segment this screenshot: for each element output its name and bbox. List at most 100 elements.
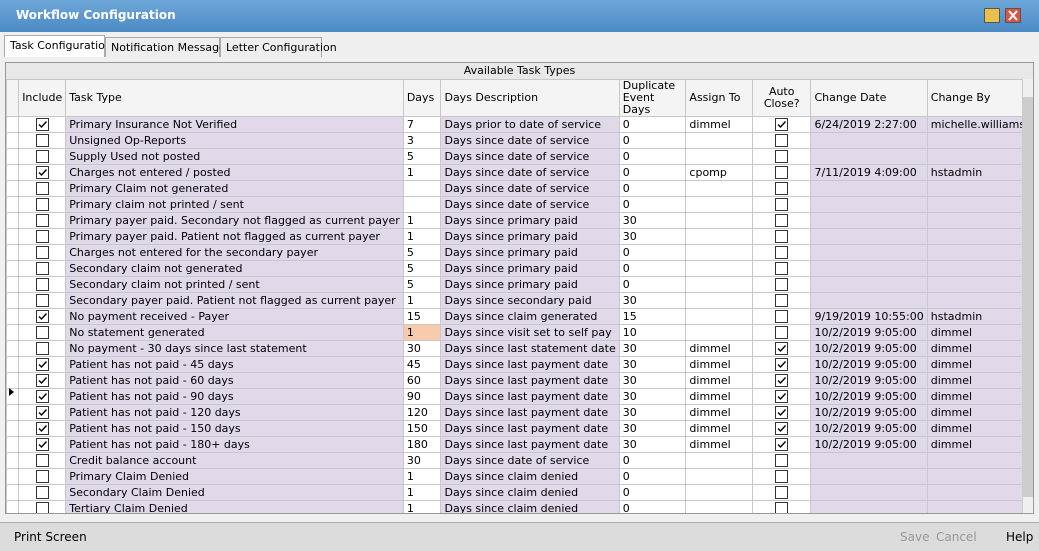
cell[interactable] [18, 420, 67, 437]
cell[interactable] [685, 308, 753, 325]
cell[interactable] [926, 212, 1033, 229]
checkbox[interactable] [775, 486, 789, 499]
cell[interactable] [685, 244, 753, 261]
print-button[interactable]: Print Screen [14, 530, 87, 544]
cell[interactable] [751, 260, 812, 277]
checkbox[interactable] [35, 374, 49, 387]
checkbox[interactable] [775, 278, 789, 291]
cell[interactable]: dimmel [926, 404, 1033, 421]
cell[interactable]: dimmel [926, 340, 1033, 357]
cell[interactable]: Days since date of service [440, 132, 620, 149]
cell[interactable]: 30 [618, 228, 687, 245]
cell[interactable] [751, 132, 812, 149]
cell[interactable] [751, 340, 812, 357]
cell[interactable] [751, 468, 812, 485]
cell[interactable]: 9/19/2019 10:55:00 [810, 308, 928, 325]
cell[interactable]: Charges not entered / posted [65, 164, 404, 181]
checkbox[interactable] [775, 246, 789, 259]
cell[interactable] [926, 132, 1033, 149]
cell[interactable]: 10/2/2019 9:05:00 [810, 340, 928, 357]
row-header[interactable] [6, 132, 20, 149]
cell[interactable] [751, 356, 812, 373]
cell[interactable]: 1 [402, 324, 442, 341]
cell[interactable] [18, 196, 67, 213]
cell[interactable]: 5 [402, 276, 442, 293]
save-button[interactable]: Save [900, 530, 930, 544]
cell[interactable]: Days since claim generated [440, 308, 620, 325]
cell[interactable]: 10/2/2019 9:05:00 [810, 436, 928, 453]
cell[interactable]: Days since primary paid [440, 244, 620, 261]
cell[interactable] [810, 260, 928, 277]
cell[interactable] [18, 164, 67, 181]
cell[interactable]: 1 [402, 500, 442, 513]
cell[interactable]: 10 [618, 324, 687, 341]
checkbox[interactable] [775, 198, 789, 211]
cell[interactable] [685, 292, 753, 309]
checkbox[interactable] [35, 438, 49, 451]
cell[interactable] [751, 420, 812, 437]
task-row[interactable]: Primary Claim Denied 1 Days since claim de… [6, 468, 1033, 485]
row-header[interactable] [6, 244, 20, 261]
checkbox[interactable] [35, 278, 49, 291]
checkbox[interactable] [775, 214, 789, 227]
task-row[interactable]: Charges not entered / posted 1 Days since … [6, 164, 1033, 181]
cell[interactable]: Days since secondary paid [440, 292, 620, 309]
cell[interactable] [18, 132, 67, 149]
cell[interactable]: Primary payer paid. Patient not flagged … [65, 228, 404, 245]
checkbox[interactable] [775, 422, 789, 435]
checkbox[interactable] [775, 134, 789, 147]
cell[interactable] [751, 436, 812, 453]
row-header[interactable] [6, 164, 20, 181]
cell[interactable] [751, 228, 812, 245]
cell[interactable]: Credit balance account [65, 452, 404, 469]
cell[interactable]: Days since last payment date [440, 372, 620, 389]
tab[interactable]: Letter Configuration [220, 37, 337, 57]
checkbox[interactable] [35, 198, 49, 211]
cell[interactable] [810, 196, 928, 213]
cell[interactable]: dimmel [926, 388, 1033, 405]
checkbox[interactable] [35, 246, 49, 259]
checkbox[interactable] [35, 502, 49, 513]
cell[interactable] [685, 324, 753, 341]
row-header[interactable] [6, 356, 20, 373]
cell[interactable]: 30 [618, 212, 687, 229]
cell[interactable] [810, 212, 928, 229]
row-header[interactable] [6, 484, 20, 501]
cell[interactable]: 15 [618, 308, 687, 325]
checkbox[interactable] [35, 150, 49, 163]
task-row[interactable]: Patient has not paid - 60 days 60 Days sin… [6, 372, 1033, 389]
cell[interactable] [751, 180, 812, 197]
cell[interactable]: Days since last payment date [440, 436, 620, 453]
row-header[interactable] [6, 468, 20, 485]
cell[interactable]: dimmel [685, 372, 753, 389]
cell[interactable]: 15 [402, 308, 442, 325]
cell[interactable]: 30 [618, 356, 687, 373]
cell[interactable]: 0 [618, 132, 687, 149]
checkbox[interactable] [775, 326, 789, 339]
tab[interactable]: Notification Messages [105, 37, 232, 57]
checkbox[interactable] [35, 182, 49, 195]
cell[interactable]: No payment - 30 days since last statemen… [65, 340, 404, 357]
cell[interactable]: Charges not entered for the secondary pa… [65, 244, 404, 261]
close-button[interactable] [1005, 8, 1021, 23]
cell[interactable]: 1 [402, 468, 442, 485]
cell[interactable]: Patient has not paid - 90 days [65, 388, 404, 405]
cell[interactable] [751, 148, 812, 165]
cell[interactable]: 10/2/2019 9:05:00 [810, 420, 928, 437]
cell[interactable] [810, 180, 928, 197]
cell[interactable]: dimmel [926, 324, 1033, 341]
task-row[interactable]: Patient has not paid - 90 days 90 Days sin… [6, 388, 1033, 405]
cell[interactable] [751, 404, 812, 421]
cell[interactable]: Days since date of service [440, 180, 620, 197]
cell[interactable]: 30 [618, 340, 687, 357]
cell[interactable]: Patient has not paid - 180+ days [65, 436, 404, 453]
cell[interactable]: 1 [402, 228, 442, 245]
cell[interactable]: 10/2/2019 9:05:00 [810, 356, 928, 373]
cell[interactable]: Days since date of service [440, 148, 620, 165]
cell[interactable] [18, 244, 67, 261]
cell[interactable]: 6/24/2019 2:27:00 [810, 116, 928, 133]
cell[interactable]: hstadmin [926, 164, 1033, 181]
cell[interactable]: Secondary claim not printed / sent [65, 276, 404, 293]
cell[interactable]: Days since last payment date [440, 388, 620, 405]
cell[interactable] [810, 468, 928, 485]
